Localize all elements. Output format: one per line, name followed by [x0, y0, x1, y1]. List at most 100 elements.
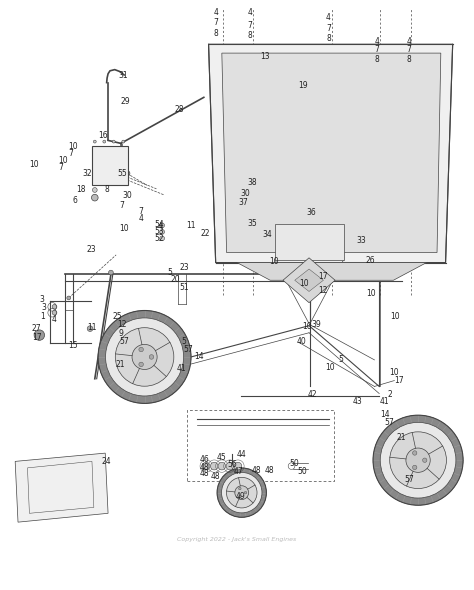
Text: 17: 17 — [32, 333, 42, 342]
Text: 8: 8 — [406, 54, 411, 64]
Text: 44: 44 — [237, 450, 246, 459]
Text: 4: 4 — [406, 37, 411, 46]
Circle shape — [226, 463, 234, 470]
Text: 10: 10 — [390, 368, 399, 378]
Circle shape — [92, 188, 97, 192]
Text: 18: 18 — [76, 185, 85, 195]
Text: 50: 50 — [298, 467, 307, 477]
Polygon shape — [222, 53, 441, 253]
Polygon shape — [15, 453, 108, 522]
Text: 35: 35 — [247, 218, 257, 228]
Text: 15: 15 — [69, 340, 78, 350]
Text: 53: 53 — [154, 227, 164, 236]
Circle shape — [412, 451, 417, 455]
Text: 49: 49 — [236, 492, 246, 502]
Text: 10: 10 — [58, 156, 67, 165]
Circle shape — [390, 432, 447, 489]
Text: 11: 11 — [87, 323, 97, 332]
Circle shape — [106, 318, 183, 396]
Text: 31: 31 — [118, 71, 128, 80]
Circle shape — [139, 348, 143, 352]
Circle shape — [160, 230, 164, 234]
Circle shape — [124, 171, 130, 176]
Text: 42: 42 — [308, 389, 318, 399]
Text: 10: 10 — [119, 224, 129, 234]
Text: 7: 7 — [119, 201, 124, 210]
Text: 4: 4 — [158, 222, 163, 231]
Circle shape — [202, 463, 210, 470]
Text: 48: 48 — [264, 466, 274, 476]
Circle shape — [149, 355, 154, 359]
Text: 32: 32 — [82, 169, 91, 178]
Text: 55: 55 — [118, 169, 127, 178]
Text: 17: 17 — [394, 376, 404, 385]
Text: 22: 22 — [200, 228, 210, 238]
Circle shape — [93, 152, 96, 155]
Text: 23: 23 — [179, 263, 189, 272]
Text: 8: 8 — [326, 34, 331, 44]
Text: 43: 43 — [353, 396, 363, 406]
Text: 8: 8 — [374, 54, 379, 64]
Text: 6: 6 — [73, 196, 77, 205]
Circle shape — [93, 140, 96, 143]
FancyBboxPatch shape — [275, 224, 344, 260]
Circle shape — [210, 463, 218, 470]
Circle shape — [132, 345, 157, 369]
Text: 4: 4 — [374, 37, 379, 46]
Text: 8: 8 — [213, 28, 218, 38]
Circle shape — [373, 415, 463, 505]
Text: 3: 3 — [39, 294, 44, 304]
Polygon shape — [295, 269, 323, 291]
Text: 57: 57 — [183, 345, 193, 354]
Text: 7: 7 — [69, 149, 73, 158]
Text: 3: 3 — [41, 303, 46, 313]
FancyBboxPatch shape — [92, 146, 128, 185]
Text: 23: 23 — [86, 245, 96, 254]
Circle shape — [234, 463, 242, 470]
Text: 7: 7 — [139, 206, 144, 216]
Circle shape — [238, 496, 241, 498]
Text: 14: 14 — [194, 352, 204, 361]
Text: 10: 10 — [29, 159, 39, 169]
Text: 40: 40 — [297, 336, 307, 346]
Text: Copyright 2022 - Jack's Small Engines: Copyright 2022 - Jack's Small Engines — [177, 537, 297, 542]
Text: 7: 7 — [326, 24, 331, 33]
Text: 4: 4 — [213, 8, 218, 18]
Circle shape — [406, 448, 430, 473]
Circle shape — [380, 422, 456, 498]
Circle shape — [109, 270, 113, 275]
Text: 47: 47 — [234, 467, 244, 477]
Circle shape — [122, 152, 125, 155]
Circle shape — [115, 327, 174, 386]
Text: 50: 50 — [289, 458, 299, 468]
Text: 41: 41 — [176, 364, 186, 373]
Text: 12: 12 — [118, 320, 127, 329]
Text: 10: 10 — [300, 278, 309, 288]
Text: 45: 45 — [217, 453, 227, 462]
Text: 1: 1 — [40, 312, 45, 322]
Circle shape — [67, 296, 71, 300]
Text: 27: 27 — [32, 324, 41, 333]
Text: 33: 33 — [356, 236, 366, 245]
Circle shape — [218, 463, 226, 470]
Text: 34: 34 — [262, 230, 272, 240]
Text: 30: 30 — [122, 191, 132, 201]
Circle shape — [227, 477, 257, 508]
Circle shape — [87, 326, 93, 332]
Text: 57: 57 — [405, 474, 414, 484]
Text: 36: 36 — [307, 208, 316, 217]
Circle shape — [103, 140, 106, 143]
Text: 4: 4 — [326, 13, 331, 22]
Circle shape — [52, 304, 57, 309]
Circle shape — [217, 468, 266, 517]
Text: 4: 4 — [52, 315, 57, 324]
Circle shape — [160, 236, 164, 241]
Text: 7: 7 — [247, 21, 252, 30]
Text: 8: 8 — [104, 185, 109, 195]
Text: 30: 30 — [241, 189, 250, 198]
Text: 54: 54 — [154, 220, 164, 230]
Text: 10: 10 — [366, 289, 375, 299]
Text: 17: 17 — [319, 271, 328, 281]
Text: 7: 7 — [406, 45, 411, 54]
Text: 24: 24 — [102, 457, 111, 466]
